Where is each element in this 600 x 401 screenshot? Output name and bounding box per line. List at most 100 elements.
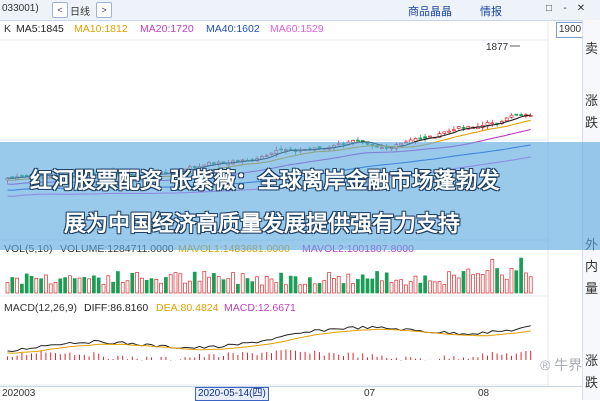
volume-bar [461,271,466,294]
volume-bar [207,276,211,294]
volume-bar [264,275,269,294]
volume-bar [34,277,39,294]
volume-bar [356,279,360,294]
headline-banner [0,142,600,250]
volume-bar [226,278,231,294]
candle-body [447,130,451,133]
ma5-value: MA5:1845 [16,23,64,35]
volume-bar [360,274,365,294]
period-label[interactable]: 日线 [70,7,90,18]
volume-bar [351,283,355,294]
volume-bar [514,270,519,294]
rp-char-6[interactable]: 涨 [585,353,599,368]
volume-bar [389,282,394,294]
rp-char-7[interactable]: 跌 [585,375,599,390]
volume-bar [322,280,327,294]
volume-bar [528,276,533,294]
volume-bar [77,277,82,294]
rp-char-0[interactable]: 卖 [585,41,599,56]
volume-bar [140,277,144,294]
k-label: K [4,23,12,35]
restore-button[interactable]: □ [545,3,553,14]
volume-bar [298,284,303,294]
volume-bar [183,282,187,294]
candle-body [461,127,466,129]
volume-bar [92,275,96,294]
volume-bar [144,280,149,294]
volume-bar [173,272,178,294]
rp-char-4[interactable]: 内 [585,259,599,274]
volume-bar [44,274,48,294]
volume-bar [231,272,235,294]
date-axis: 202003 2020-05-14(四) 07 08 [0,386,582,401]
ma-legend: K MA5:1845 MA10:1812 MA20:1720 MA40:1602… [0,21,560,39]
volume-bar [10,277,15,294]
volume-bar [159,282,163,294]
volume-bar [332,278,336,294]
volume-bar [365,278,370,294]
detail-link[interactable]: 商品晶晶 [408,6,452,18]
volume-bar [255,276,259,294]
volume-bar [466,268,471,294]
volume-bar [101,283,106,294]
candle-body [504,117,509,122]
volume-bar [149,278,154,294]
volume-bar [72,278,77,294]
ma60-value: MA60:1529 [270,23,324,35]
volume-bar [63,277,67,294]
volume-bar [192,271,197,294]
candle-body [514,113,519,116]
volume-bar [480,274,485,294]
volume-bar [120,282,125,294]
volume-bar [317,283,322,294]
volume-bar [288,275,293,294]
volume-bar [399,279,403,294]
volume-bar [418,282,423,294]
volume-bar [312,283,317,294]
volume-bar [504,278,509,294]
volume-bar [495,268,499,294]
volume-bar [476,273,480,294]
ma20-value: MA20:1720 [140,23,194,35]
volume-bar [202,271,207,294]
volume-bar [404,284,408,294]
volume-bar [413,275,418,294]
macd-name: MACD(12,26,9) [4,302,77,314]
date-label-3: 08 [478,388,490,399]
ma40-value: MA40:1602 [206,23,260,35]
date-label-1: 202003 [2,388,36,399]
volume-bar [116,271,120,294]
candle-body [437,133,442,138]
next-button[interactable]: > [96,2,112,18]
volume-bar [245,278,250,294]
minimize-button[interactable]: - [563,3,567,14]
volume-bar [370,278,375,294]
candle-body [418,137,423,140]
volume-bar [456,277,461,294]
volume-bar [154,278,159,294]
macd-line [7,325,531,353]
volume-bar [82,277,87,294]
volume-bar [68,275,72,294]
rp-char-1[interactable]: 涨 [585,93,599,108]
volume-bar [96,277,101,294]
volume-bar [178,273,183,294]
close-button[interactable]: ✕ [576,3,586,14]
peak-price-label: 1877 [486,42,509,53]
headline-line-2: 展为中国经济高质量发展提供强有力支持 [64,212,461,237]
candle-body [509,114,514,118]
info-link[interactable]: 情报 [480,6,502,18]
rp-char-5[interactable]: 量 [585,281,599,296]
volume-bar [20,283,24,294]
selected-date[interactable]: 2020-05-14(四) [195,387,269,401]
volume-bar [437,281,442,294]
volume-bar [394,279,399,294]
watermark: ® 牛界 [540,357,583,373]
candle-body [423,136,427,139]
volume-bar [485,270,490,294]
volume-bar [432,281,437,294]
rp-char-2[interactable]: 跌 [585,115,599,130]
prev-button[interactable]: < [52,2,68,18]
volume-bar [428,280,432,294]
volume-bar [236,283,240,294]
